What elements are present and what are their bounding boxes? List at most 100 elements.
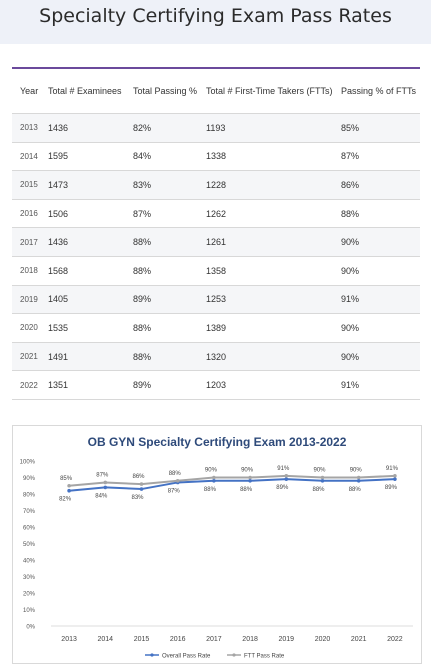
cell-year: 2020	[12, 313, 48, 343]
cell-first-time-takers: 1262	[206, 199, 341, 229]
cell-total-examinees: 1351	[48, 370, 133, 400]
data-point	[248, 479, 252, 483]
table-row: 2019 1405 89% 1253 91%	[12, 285, 420, 315]
data-label: 85%	[60, 476, 73, 482]
data-label: 87%	[168, 488, 181, 494]
cell-ftt-passing: 85%	[341, 113, 420, 143]
table-row: 2016 1506 87% 1262 88%	[12, 199, 420, 229]
cell-total-examinees: 1506	[48, 199, 133, 229]
data-label: 87%	[96, 472, 109, 478]
column-header-first-time-takers: Total # First-Time Takers (FTTs)	[206, 68, 341, 114]
data-label: 91%	[386, 466, 399, 472]
cell-total-examinees: 1405	[48, 285, 133, 315]
column-header-ftt-passing: Passing % of FTTs	[341, 68, 420, 114]
x-tick-label: 2017	[206, 636, 222, 643]
cell-year: 2016	[12, 199, 48, 229]
table-row: 2018 1568 88% 1358 90%	[12, 256, 420, 286]
table-row: 2021 1491 88% 1320 90%	[12, 342, 420, 372]
cell-total-examinees: 1436	[48, 227, 133, 257]
y-tick-label: 70%	[23, 509, 36, 515]
cell-year: 2017	[12, 227, 48, 257]
table-row: 2017 1436 88% 1261 90%	[12, 227, 420, 257]
cell-ftt-passing: 90%	[341, 342, 420, 372]
data-label: 88%	[204, 487, 217, 493]
x-tick-label: 2019	[279, 636, 295, 643]
pass-rates-table: Year Total # Examinees Total Passing % T…	[12, 67, 420, 400]
cell-total-examinees: 1473	[48, 170, 133, 200]
y-tick-label: 60%	[23, 526, 36, 532]
data-label: 90%	[350, 468, 363, 474]
cell-year: 2014	[12, 142, 48, 172]
data-point	[320, 479, 325, 483]
y-tick-label: 10%	[23, 608, 36, 614]
table-row: 2022 1351 89% 1203 91%	[12, 370, 420, 400]
data-label: 89%	[385, 485, 398, 491]
column-header-total-examinees: Total # Examinees	[48, 68, 133, 114]
cell-total-passing: 88%	[133, 313, 206, 343]
cell-total-passing: 83%	[133, 170, 206, 200]
series-line-ftt	[69, 474, 395, 487]
x-tick-label: 2021	[351, 636, 367, 643]
cell-ftt-passing: 90%	[341, 227, 420, 257]
data-point	[284, 477, 289, 481]
data-point	[393, 477, 397, 481]
table-row: 2014 1595 84% 1338 87%	[12, 142, 420, 172]
x-tick-label: 2016	[170, 636, 186, 643]
y-tick-label: 100%	[20, 460, 36, 466]
data-label: 88%	[169, 471, 182, 477]
cell-first-time-takers: 1320	[206, 342, 341, 372]
y-tick-label: 20%	[23, 592, 36, 598]
data-label: 89%	[276, 485, 289, 491]
cell-total-passing: 87%	[133, 199, 206, 229]
data-label: 84%	[95, 493, 108, 499]
x-tick-label: 2022	[387, 636, 403, 643]
x-tick-label: 2014	[98, 636, 114, 643]
x-tick-label: 2013	[61, 636, 77, 643]
data-label: 88%	[312, 487, 325, 493]
cell-total-examinees: 1595	[48, 142, 133, 172]
data-label: 88%	[349, 487, 362, 493]
data-point	[212, 475, 216, 480]
cell-first-time-takers: 1358	[206, 256, 341, 286]
cell-first-time-takers: 1228	[206, 170, 341, 200]
cell-year: 2019	[12, 285, 48, 315]
cell-ftt-passing: 88%	[341, 199, 420, 229]
cell-year: 2015	[12, 170, 48, 200]
cell-ftt-passing: 91%	[341, 370, 420, 400]
cell-total-passing: 82%	[133, 113, 206, 143]
cell-total-examinees: 1568	[48, 256, 133, 286]
cell-ftt-passing: 87%	[341, 142, 420, 172]
table-header-row: Year Total # Examinees Total Passing % T…	[12, 68, 420, 114]
data-point	[393, 474, 397, 478]
data-point	[248, 475, 252, 480]
cell-year: 2018	[12, 256, 48, 286]
data-point	[356, 479, 361, 483]
cell-first-time-takers: 1338	[206, 142, 341, 172]
data-label: 88%	[240, 487, 253, 493]
cell-first-time-takers: 1253	[206, 285, 341, 315]
legend-marker	[232, 653, 236, 657]
cell-total-passing: 89%	[133, 285, 206, 315]
x-tick-label: 2015	[134, 636, 150, 643]
cell-ftt-passing: 90%	[341, 256, 420, 286]
legend-label: Overall Pass Rate	[162, 654, 211, 660]
y-tick-label: 90%	[23, 476, 36, 482]
cell-first-time-takers: 1203	[206, 370, 341, 400]
data-point	[175, 479, 180, 483]
cell-total-examinees: 1491	[48, 342, 133, 372]
y-tick-label: 30%	[23, 575, 36, 581]
data-point	[103, 480, 108, 485]
x-tick-label: 2020	[315, 636, 331, 643]
cell-first-time-takers: 1261	[206, 227, 341, 257]
series-line-overall	[69, 478, 395, 492]
cell-total-passing: 88%	[133, 342, 206, 372]
data-point	[284, 474, 289, 478]
cell-first-time-takers: 1193	[206, 113, 341, 143]
y-tick-label: 40%	[23, 559, 36, 565]
cell-first-time-takers: 1389	[206, 313, 341, 343]
cell-ftt-passing: 86%	[341, 170, 420, 200]
cell-total-passing: 88%	[133, 227, 206, 257]
page-title: Specialty Certifying Exam Pass Rates	[39, 5, 392, 27]
table-row: 2013 1436 82% 1193 85%	[12, 113, 420, 143]
cell-total-passing: 84%	[133, 142, 206, 172]
